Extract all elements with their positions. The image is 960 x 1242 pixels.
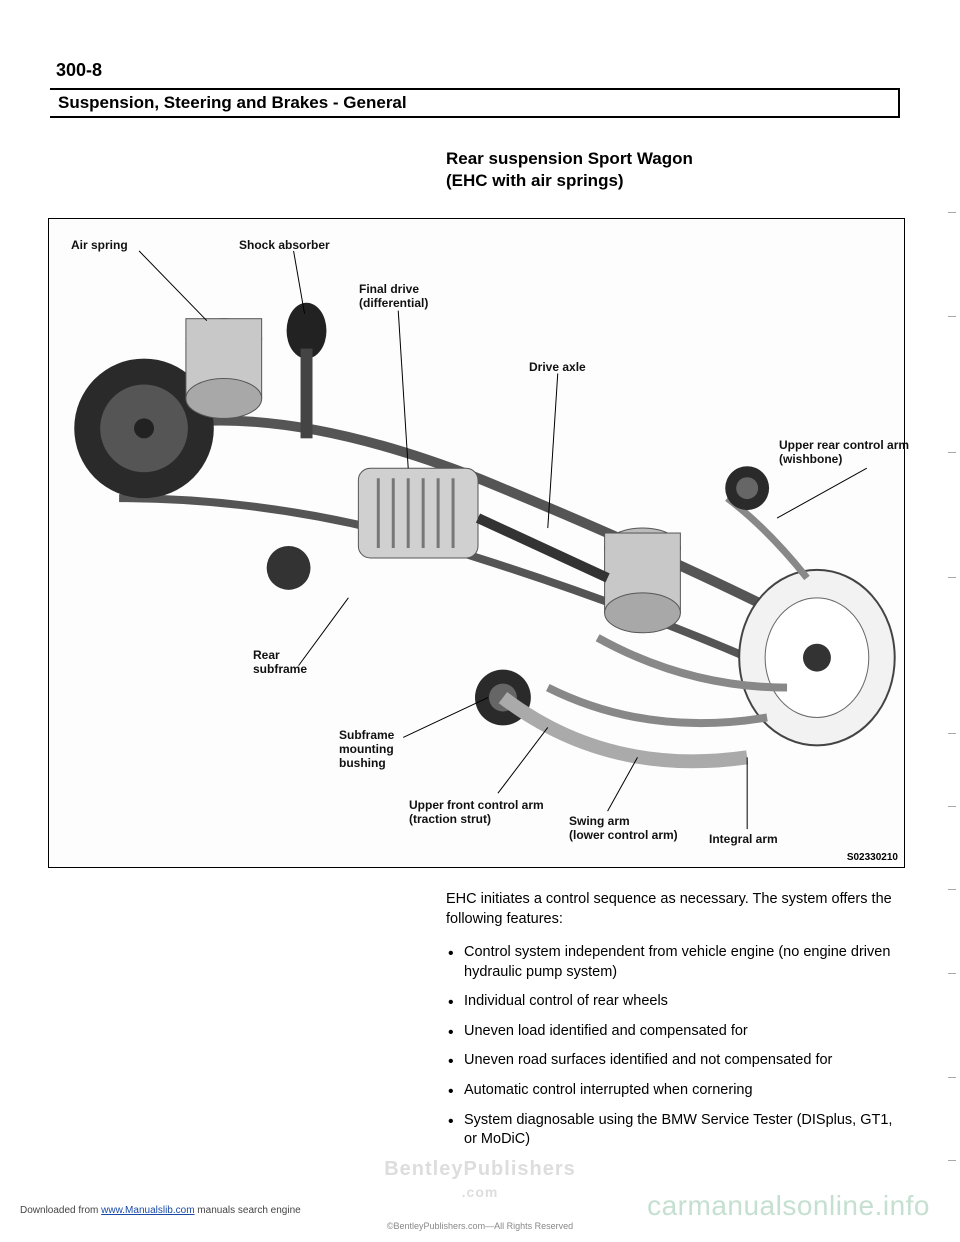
- body-intro: EHC initiates a control sequence as nece…: [446, 890, 900, 929]
- label-rear-subframe: Rear subframe: [253, 649, 307, 677]
- watermark-pub-com: .com: [462, 1184, 499, 1200]
- watermark-carmanuals: carmanualsonline.info: [647, 1190, 930, 1222]
- page-number: 300-8: [56, 60, 102, 81]
- label-upper-front-control-arm: Upper front control arm (traction strut): [409, 799, 544, 827]
- footer-center-rights: ©BentleyPublishers.com—All Rights Reserv…: [387, 1221, 573, 1232]
- list-item: Control system independent from vehicle …: [446, 943, 900, 982]
- side-crop-marks: [942, 160, 956, 1202]
- body-text: EHC initiates a control sequence as nece…: [446, 890, 900, 1160]
- diagram-code: S02330210: [847, 852, 898, 863]
- watermark-pub-name: BentleyPublishers: [384, 1158, 576, 1180]
- label-final-drive: Final drive (differential): [359, 283, 428, 311]
- list-item: Uneven road surfaces identified and not …: [446, 1051, 900, 1071]
- footer-left-suffix: manuals search engine: [195, 1205, 301, 1216]
- label-upper-rear-control-arm: Upper rear control arm (wishbone): [779, 439, 909, 467]
- subtitle-line1: Rear suspension Sport Wagon: [446, 149, 693, 168]
- label-integral-arm: Integral arm: [709, 833, 778, 847]
- watermark-publisher: BentleyPublishers .com: [384, 1158, 576, 1202]
- label-shock-absorber: Shock absorber: [239, 239, 330, 253]
- page-subtitle: Rear suspension Sport Wagon (EHC with ai…: [446, 148, 693, 192]
- list-item: System diagnosable using the BMW Service…: [446, 1111, 900, 1150]
- suspension-svg: [49, 219, 904, 867]
- section-header-box: Suspension, Steering and Brakes - Genera…: [50, 88, 900, 118]
- label-air-spring: Air spring: [71, 239, 128, 253]
- section-header-text: Suspension, Steering and Brakes - Genera…: [58, 93, 890, 113]
- manualslib-link[interactable]: www.Manualslib.com: [101, 1205, 194, 1216]
- suspension-diagram: Air spring Shock absorber Final drive (d…: [48, 218, 905, 868]
- list-item: Automatic control interrupted when corne…: [446, 1081, 900, 1101]
- footer-left-prefix: Downloaded from: [20, 1205, 101, 1216]
- list-item: Individual control of rear wheels: [446, 992, 900, 1012]
- label-swing-arm: Swing arm (lower control arm): [569, 815, 678, 843]
- subtitle-line2: (EHC with air springs): [446, 171, 624, 190]
- feature-list: Control system independent from vehicle …: [446, 943, 900, 1150]
- label-subframe-mounting-bushing: Subframe mounting bushing: [339, 729, 394, 770]
- label-drive-axle: Drive axle: [529, 361, 586, 375]
- footer-left: Downloaded from www.Manualslib.com manua…: [20, 1205, 301, 1216]
- list-item: Uneven load identified and compensated f…: [446, 1022, 900, 1042]
